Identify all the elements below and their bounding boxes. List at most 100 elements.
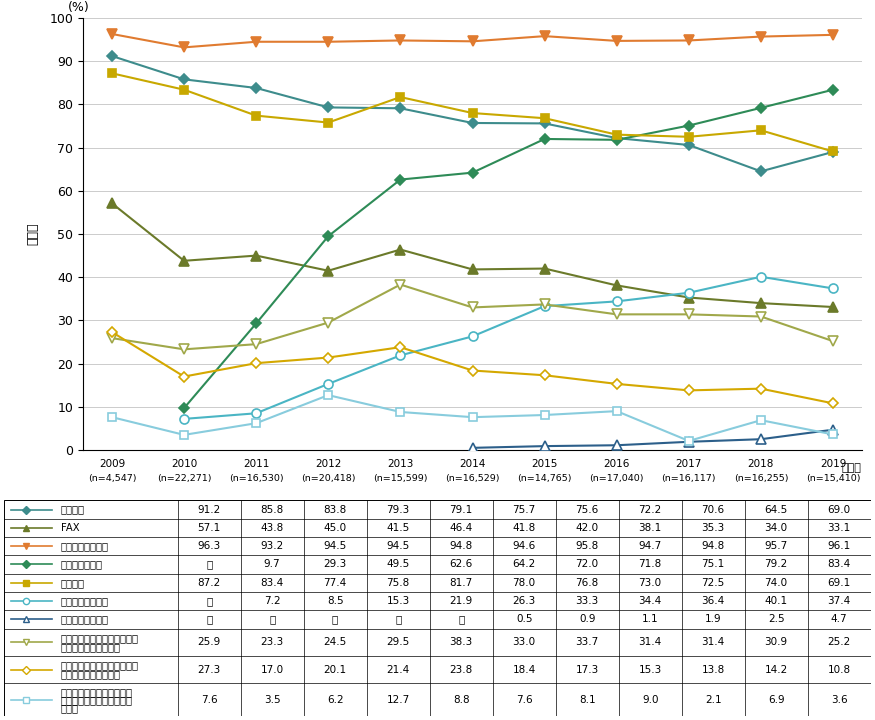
Text: 73.0: 73.0 [639,577,662,588]
Text: －: － [395,614,402,624]
Text: 83.8: 83.8 [324,505,346,515]
Text: 3.5: 3.5 [264,695,280,705]
Text: 45.0: 45.0 [324,523,346,533]
Text: 94.5: 94.5 [387,541,410,552]
Text: 35.3: 35.3 [702,523,724,533]
Text: 2010: 2010 [171,459,197,469]
Text: 34.0: 34.0 [765,523,788,533]
Text: 2014: 2014 [459,459,486,469]
Text: (n=15,599): (n=15,599) [373,474,428,483]
Text: (%): (%) [67,1,89,14]
Text: 25.9: 25.9 [198,637,220,647]
Text: 75.7: 75.7 [513,505,536,515]
Text: 1.1: 1.1 [642,614,659,624]
Text: 96.1: 96.1 [828,541,850,552]
Text: 27.3: 27.3 [198,665,220,675]
Text: 38.3: 38.3 [450,637,472,647]
Text: 2013: 2013 [388,459,414,469]
Text: 43.8: 43.8 [261,523,284,533]
Text: 1.9: 1.9 [705,614,722,624]
Text: 85.8: 85.8 [261,505,284,515]
Text: 36.4: 36.4 [702,596,724,606]
Text: 2.5: 2.5 [768,614,785,624]
Text: 15.3: 15.3 [387,596,410,606]
Text: －: － [206,614,213,624]
Text: 2011: 2011 [243,459,270,469]
Text: 7.6: 7.6 [201,695,218,705]
Text: －: － [206,596,213,606]
Text: (n=16,530): (n=16,530) [229,474,284,483]
Text: 87.2: 87.2 [198,577,220,588]
Text: パソコン: パソコン [60,577,85,588]
Text: 49.5: 49.5 [387,559,410,570]
Text: (n=16,117): (n=16,117) [662,474,716,483]
Text: インターネットに接続できる: インターネットに接続できる [60,633,138,643]
Text: 0.5: 0.5 [516,614,532,624]
Text: 6.9: 6.9 [768,695,785,705]
Text: 保有率: 保有率 [26,222,39,246]
Text: 74.0: 74.0 [765,577,788,588]
Text: 20.1: 20.1 [324,665,346,675]
Text: (n=22,271): (n=22,271) [157,474,212,483]
Text: 41.8: 41.8 [513,523,536,533]
Text: タブレット型端末: タブレット型端末 [60,596,108,606]
Text: 77.4: 77.4 [324,577,346,588]
Text: 8.1: 8.1 [579,695,596,705]
Text: 72.2: 72.2 [639,505,662,515]
Text: 3.6: 3.6 [831,695,848,705]
Text: 95.8: 95.8 [576,541,598,552]
Text: －: － [269,614,276,624]
Text: 83.4: 83.4 [261,577,284,588]
Text: 69.1: 69.1 [828,577,850,588]
Text: 75.1: 75.1 [702,559,724,570]
Text: （年）: （年） [842,463,862,473]
Text: 家庭用テレビゲーム機: 家庭用テレビゲーム機 [60,642,121,652]
Text: 0.9: 0.9 [579,614,595,624]
Text: (n=16,529): (n=16,529) [445,474,500,483]
Text: 94.5: 94.5 [324,541,346,552]
Text: 95.7: 95.7 [765,541,788,552]
Text: 7.2: 7.2 [264,596,280,606]
Text: 21.4: 21.4 [387,665,410,675]
Text: 29.5: 29.5 [387,637,410,647]
Text: 2012: 2012 [315,459,341,469]
Text: 33.1: 33.1 [828,523,850,533]
Text: FAX: FAX [60,523,80,533]
Text: (n=16,255): (n=16,255) [733,474,788,483]
Text: インターネットに接続できる: インターネットに接続できる [60,660,138,670]
Text: 79.2: 79.2 [765,559,788,570]
Text: 7.6: 7.6 [516,695,533,705]
Text: 2016: 2016 [604,459,630,469]
Text: 30.9: 30.9 [765,637,788,647]
Text: 38.1: 38.1 [639,523,662,533]
Text: 25.2: 25.2 [828,637,850,647]
Text: スマートフォン: スマートフォン [60,559,102,570]
Text: 64.2: 64.2 [513,559,536,570]
Text: 78.0: 78.0 [513,577,536,588]
Text: 24.5: 24.5 [324,637,346,647]
Text: 72.0: 72.0 [576,559,598,570]
Text: 18.4: 18.4 [513,665,536,675]
Text: (n=20,418): (n=20,418) [301,474,355,483]
Text: 23.8: 23.8 [450,665,472,675]
Text: 96.3: 96.3 [198,541,220,552]
Text: 8.5: 8.5 [327,596,343,606]
Text: 64.5: 64.5 [765,505,788,515]
Text: 37.4: 37.4 [828,596,850,606]
Text: 94.8: 94.8 [702,541,724,552]
Text: 57.1: 57.1 [198,523,220,533]
Text: 69.0: 69.0 [828,505,850,515]
Text: 17.0: 17.0 [261,665,284,675]
Text: 6.2: 6.2 [327,695,343,705]
Text: 83.4: 83.4 [828,559,850,570]
Text: 続できる家電（スマート家: 続できる家電（スマート家 [60,695,133,705]
Text: (n=17,040): (n=17,040) [590,474,644,483]
Text: －: － [206,559,213,570]
Text: 固定電話: 固定電話 [60,505,85,515]
Text: 17.3: 17.3 [576,665,598,675]
Text: 2018: 2018 [748,459,774,469]
Text: モバイル端末全体: モバイル端末全体 [60,541,108,552]
Text: 2009: 2009 [99,459,125,469]
Text: 電）等: 電）等 [60,703,79,714]
Text: 40.1: 40.1 [765,596,788,606]
